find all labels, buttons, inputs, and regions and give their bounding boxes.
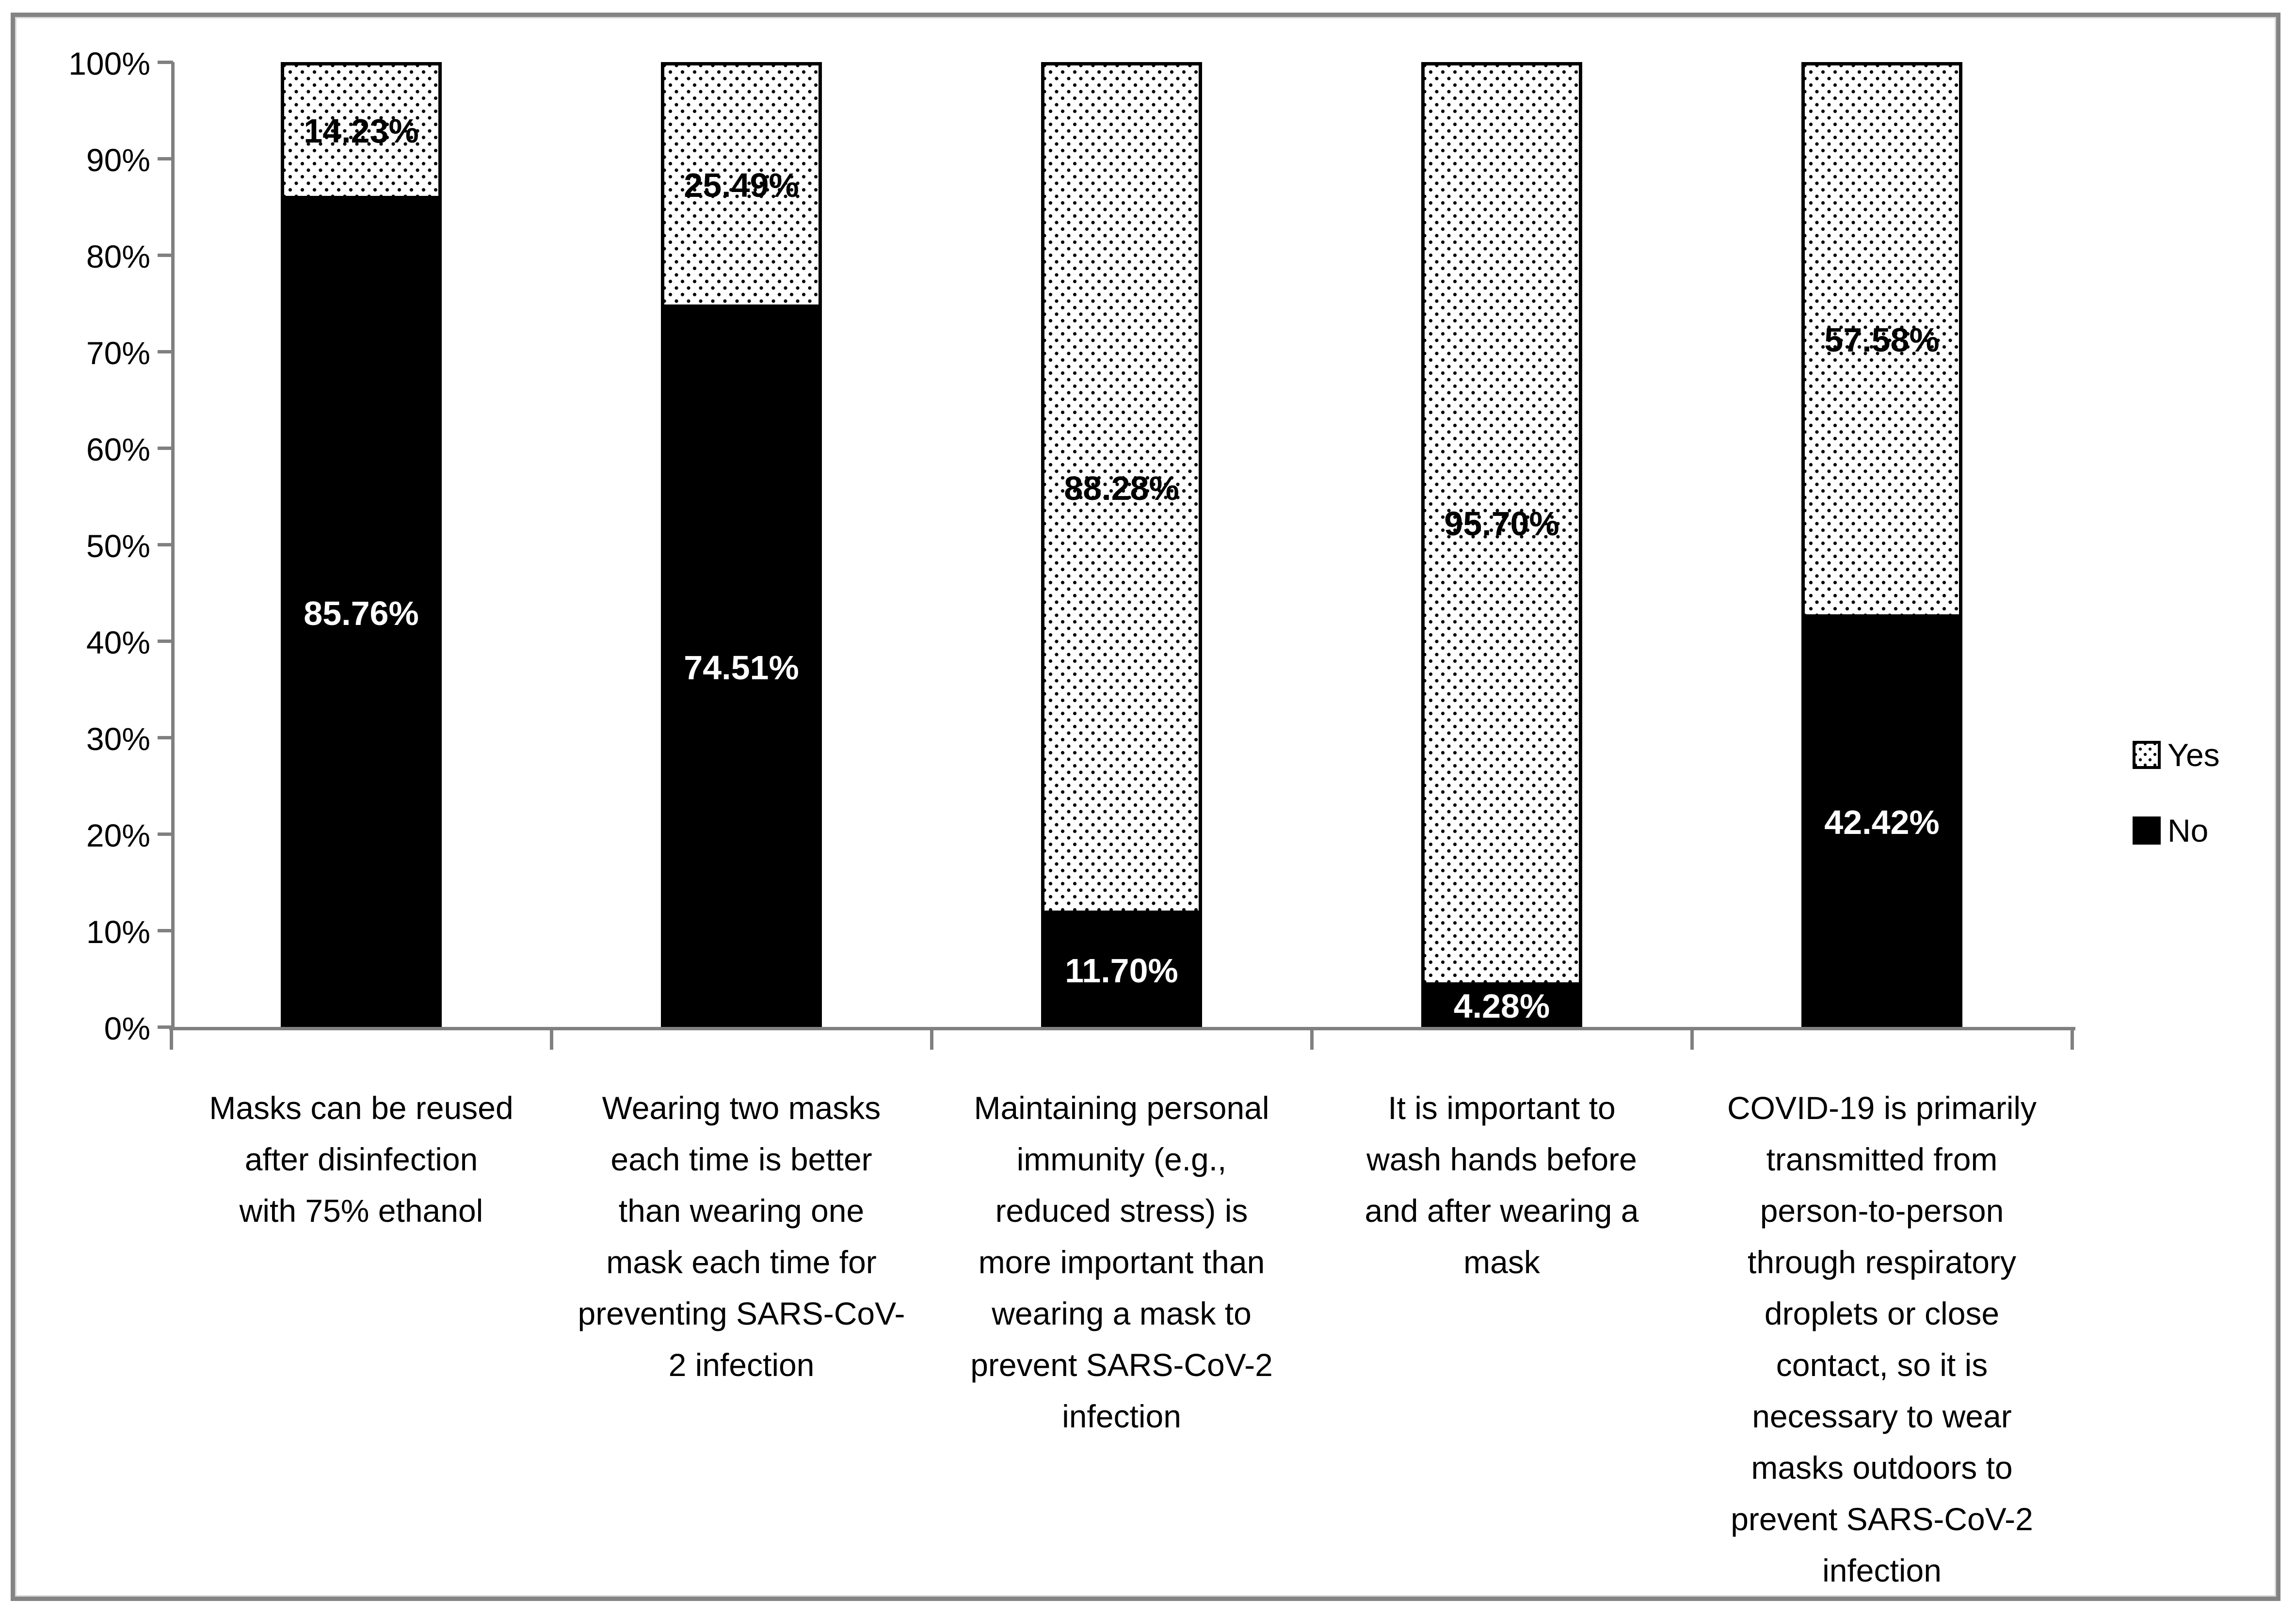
- y-tick: [158, 736, 173, 739]
- y-tick: [158, 1025, 173, 1029]
- category-label-4: It is important to wash hands before and…: [1365, 1090, 1639, 1280]
- bar-label-yes: 25.49%: [684, 166, 799, 204]
- x-category-tick: [930, 1028, 933, 1050]
- bar-label-no: 4.28%: [1453, 987, 1550, 1025]
- bar-label-no: 42.42%: [1824, 803, 1940, 841]
- bar-segment-no: 4.28%: [1421, 985, 1582, 1027]
- y-tick: [158, 254, 173, 257]
- bar-label-yes: 88.28%: [1064, 469, 1179, 507]
- bar-segment-yes: 95.70%: [1421, 62, 1582, 986]
- bar-segment-yes: 88.28%: [1041, 62, 1202, 914]
- bar-category-3: 88.28% 11.70%: [1041, 62, 1202, 1027]
- y-tick-label: 50%: [86, 528, 150, 564]
- legend-item-yes: Yes: [2133, 737, 2220, 773]
- y-tick-label: 90%: [86, 142, 150, 178]
- y-tick: [158, 447, 173, 450]
- bar-label-yes: 14.23%: [304, 112, 419, 150]
- y-tick: [158, 640, 173, 643]
- y-tick: [158, 157, 173, 160]
- bar-segment-yes: 25.49%: [661, 62, 822, 308]
- x-category-tick: [2071, 1028, 2074, 1050]
- y-tick: [158, 543, 173, 546]
- bar-label-no: 74.51%: [684, 648, 799, 687]
- bar-segment-yes: 14.23%: [281, 62, 442, 200]
- bar-category-4: 95.70% 4.28%: [1421, 62, 1582, 1027]
- bar-category-1: 14.23% 85.76%: [281, 62, 442, 1027]
- legend-swatch-yes-dotted: [2133, 741, 2161, 769]
- y-tick-label: 20%: [86, 817, 150, 853]
- x-axis-line: [169, 1027, 2075, 1030]
- x-category-tick: [170, 1028, 173, 1050]
- y-tick-label: 30%: [86, 721, 150, 757]
- y-tick: [158, 61, 173, 64]
- bar-label-no: 85.76%: [304, 594, 419, 632]
- category-label-1: Masks can be reused after disinfection w…: [209, 1090, 514, 1229]
- bar-segment-no: 85.76%: [281, 199, 442, 1027]
- y-tick-label: 0%: [104, 1010, 150, 1046]
- bar-label-no: 11.70%: [1065, 951, 1178, 990]
- legend-label-yes: Yes: [2168, 737, 2220, 773]
- legend: Yes No: [2133, 737, 2220, 892]
- legend-swatch-no-solid: [2133, 816, 2161, 845]
- category-label-3: Maintaining personal immunity (e.g., red…: [970, 1090, 1273, 1434]
- y-tick-label: 10%: [86, 914, 150, 950]
- x-category-tick: [1310, 1028, 1314, 1050]
- category-label-5: COVID-19 is primarily transmitted from p…: [1727, 1090, 2037, 1588]
- y-tick-label: 60%: [86, 432, 150, 467]
- bar-label-yes: 95.70%: [1444, 505, 1559, 543]
- x-category-tick: [550, 1028, 553, 1050]
- bar-segment-yes: 57.58%: [1801, 62, 1962, 618]
- category-label-2: Wearing two masks each time is better th…: [578, 1090, 905, 1383]
- bar-segment-no: 74.51%: [661, 308, 822, 1027]
- y-tick-label: 70%: [86, 335, 150, 371]
- bar-segment-no: 11.70%: [1041, 914, 1202, 1027]
- bar-category-5: 57.58% 42.42%: [1801, 62, 1962, 1027]
- legend-item-no: No: [2133, 813, 2220, 848]
- y-tick-label: 40%: [86, 624, 150, 660]
- x-category-tick: [1690, 1028, 1694, 1050]
- y-tick: [158, 350, 173, 353]
- y-tick: [158, 929, 173, 932]
- y-tick-label: 80%: [86, 239, 150, 274]
- y-tick: [158, 832, 173, 836]
- bar-label-yes: 57.58%: [1824, 320, 1940, 359]
- bar-category-2: 25.49% 74.51%: [661, 62, 822, 1027]
- legend-label-no: No: [2168, 813, 2209, 848]
- y-tick-label: 100%: [68, 46, 150, 81]
- bar-segment-no: 42.42%: [1801, 617, 1962, 1027]
